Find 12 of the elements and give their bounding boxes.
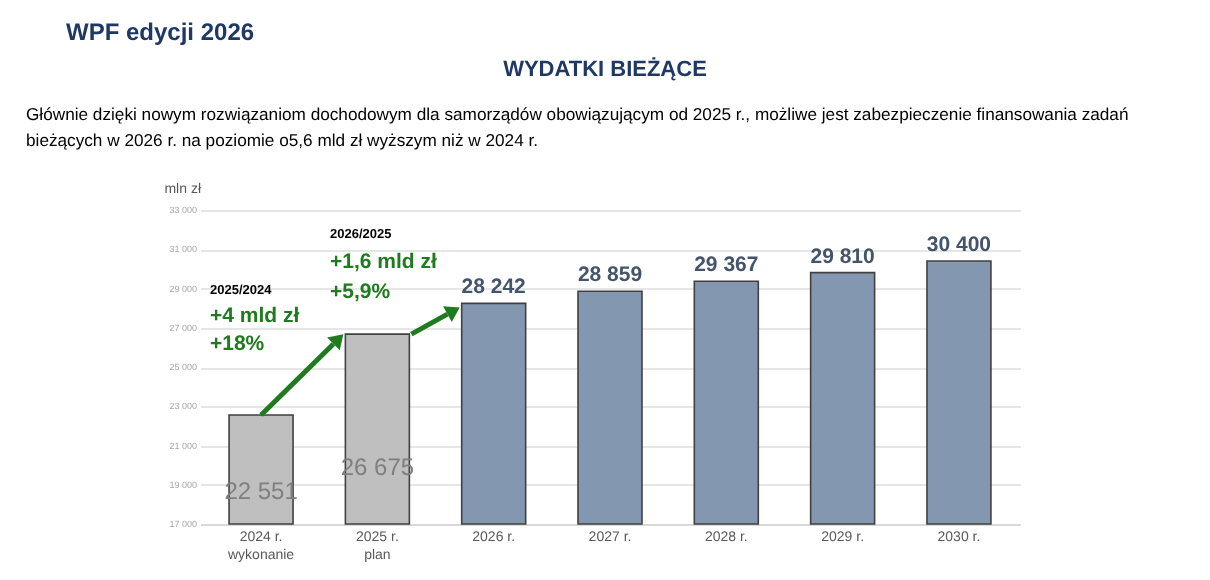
annotation: +4 mld zł [210,304,300,328]
data-label: 30 400 [926,233,992,258]
chart-subtitle: WYDATKI BIEŻĄCE [501,58,709,82]
data-label: 29 810 [810,244,876,269]
annotation: +5,9% [330,280,392,304]
annotation: +1,6 mld zł [330,250,437,274]
annotation: +18% [210,332,266,356]
data-label: 29 367 [694,253,759,278]
data-label: 28 859 [577,263,643,288]
chart-title: WPF edycji 2026 [66,18,255,46]
data-label: 28 242 [461,275,527,300]
text: Głównie dzięki nowym rozwiązaniom dochodowym dla samorządów obowiązującym od 2025 r., możliwe jest zabezpieczenie finansowania zadań bieżących w 2026 r. na poziomie o5,6 mld zł wyższym niż w 2024 r. [26,102,1131,154]
